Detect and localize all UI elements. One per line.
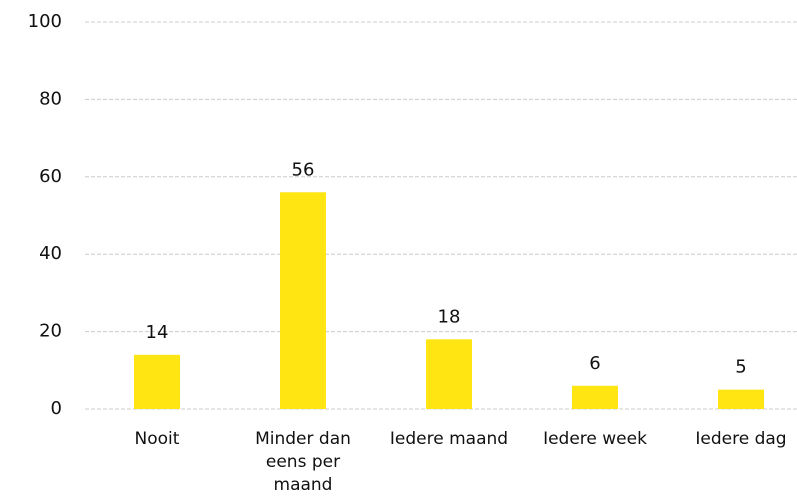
x-tick-label: Iedere dag <box>695 429 787 449</box>
value-label: 14 <box>146 322 169 343</box>
y-tick-label: 0 <box>51 398 62 419</box>
value-label: 6 <box>589 353 600 374</box>
y-tick-label: 60 <box>39 166 62 187</box>
x-tick-label: Iedere maand <box>389 429 509 449</box>
x-tick-label: Iedere week <box>543 429 647 449</box>
y-tick-label: 20 <box>39 321 62 342</box>
value-label: 56 <box>292 159 315 180</box>
x-tick-label: Minder dan eens per maand <box>255 429 351 495</box>
y-tick-label: 80 <box>39 88 62 109</box>
value-label: 18 <box>438 306 461 327</box>
bar <box>572 385 618 409</box>
bar <box>280 192 326 409</box>
bar <box>134 354 180 409</box>
y-tick-label: 100 <box>28 11 62 32</box>
bar <box>718 389 764 409</box>
y-tick-label: 40 <box>39 243 62 264</box>
bar <box>426 339 472 409</box>
value-label: 5 <box>735 357 746 378</box>
x-tick-label: Nooit <box>134 429 180 449</box>
